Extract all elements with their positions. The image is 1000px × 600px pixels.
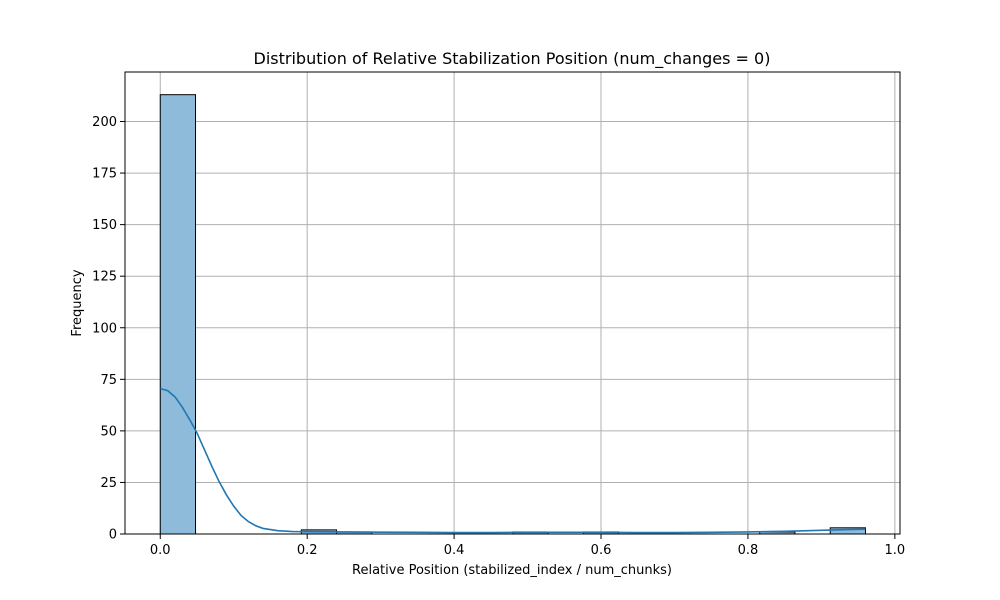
x-axis-title: Relative Position (stabilized_index / nu… [352, 563, 672, 578]
y-tick-label: 125 [92, 270, 117, 285]
y-tick-label: 0 [109, 528, 117, 543]
x-tick-label: 0.0 [150, 543, 171, 558]
y-tick-label: 75 [100, 373, 117, 388]
plot-frame [124, 71, 901, 535]
y-tick-label: 200 [92, 115, 117, 130]
histogram-bars [159, 94, 866, 535]
y-axis-title: Frequency [70, 269, 85, 336]
y-tick-label: 150 [92, 218, 117, 233]
x-tick-label: 0.2 [297, 543, 318, 558]
x-tick-label: 1.0 [885, 543, 906, 558]
y-tick-label: 175 [92, 167, 117, 182]
x-axis-ticks: 0.0 0.2 0.4 0.6 0.8 1.0 [150, 534, 905, 558]
kde-line [160, 387, 866, 534]
y-axis-ticks: 0 25 50 75 100 125 150 175 200 [92, 115, 125, 543]
grid-lines [125, 72, 900, 535]
y-tick-label: 50 [100, 424, 117, 439]
chart-title: Distribution of Relative Stabilization P… [254, 49, 771, 69]
y-tick-label: 100 [92, 321, 117, 336]
x-tick-label: 0.8 [738, 543, 759, 558]
histogram-bar [159, 94, 197, 535]
x-tick-label: 0.6 [591, 543, 612, 558]
y-tick-label: 25 [100, 476, 117, 491]
x-tick-label: 0.4 [444, 543, 465, 558]
